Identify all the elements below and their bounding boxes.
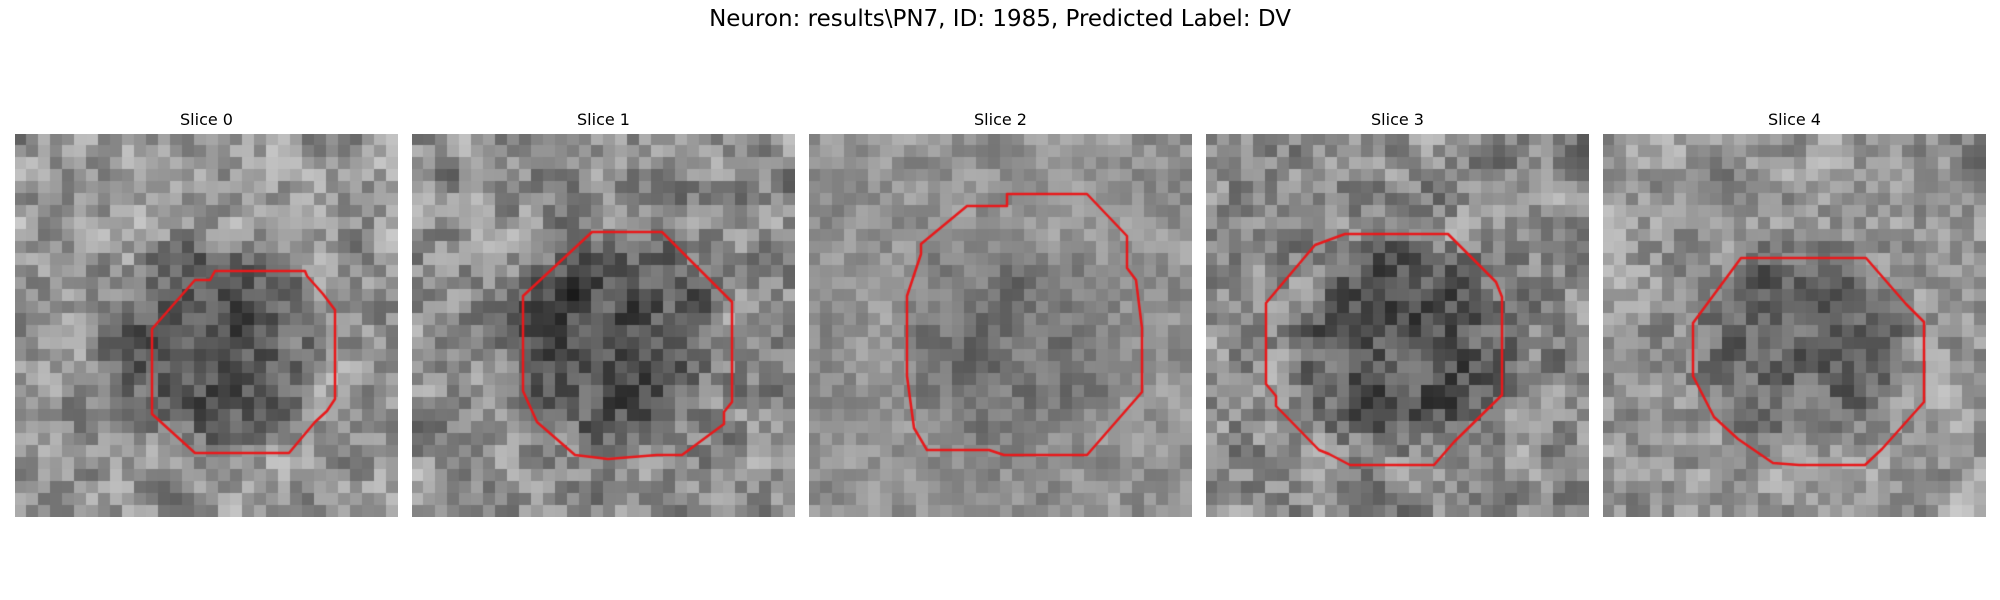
slice-image-1 — [412, 134, 795, 517]
slice-title: Slice 1 — [577, 110, 630, 129]
slice-image-2 — [809, 134, 1192, 517]
slice-panel-2: Slice 2 — [809, 108, 1192, 517]
slice-title: Slice 3 — [1371, 110, 1424, 129]
slice-image-4 — [1603, 134, 1986, 517]
slice-panel-4: Slice 4 — [1603, 108, 1986, 517]
figure-title: Neuron: results\PN7, ID: 1985, Predicted… — [709, 6, 1291, 32]
slice-title: Slice 0 — [180, 110, 233, 129]
slice-image-3 — [1206, 134, 1589, 517]
slice-panel-3: Slice 3 — [1206, 108, 1589, 517]
slice-title: Slice 4 — [1768, 110, 1821, 129]
slice-image-0 — [15, 134, 398, 517]
slice-panel-1: Slice 1 — [412, 108, 795, 517]
slice-panel-0: Slice 0 — [15, 108, 398, 517]
slice-title: Slice 2 — [974, 110, 1027, 129]
